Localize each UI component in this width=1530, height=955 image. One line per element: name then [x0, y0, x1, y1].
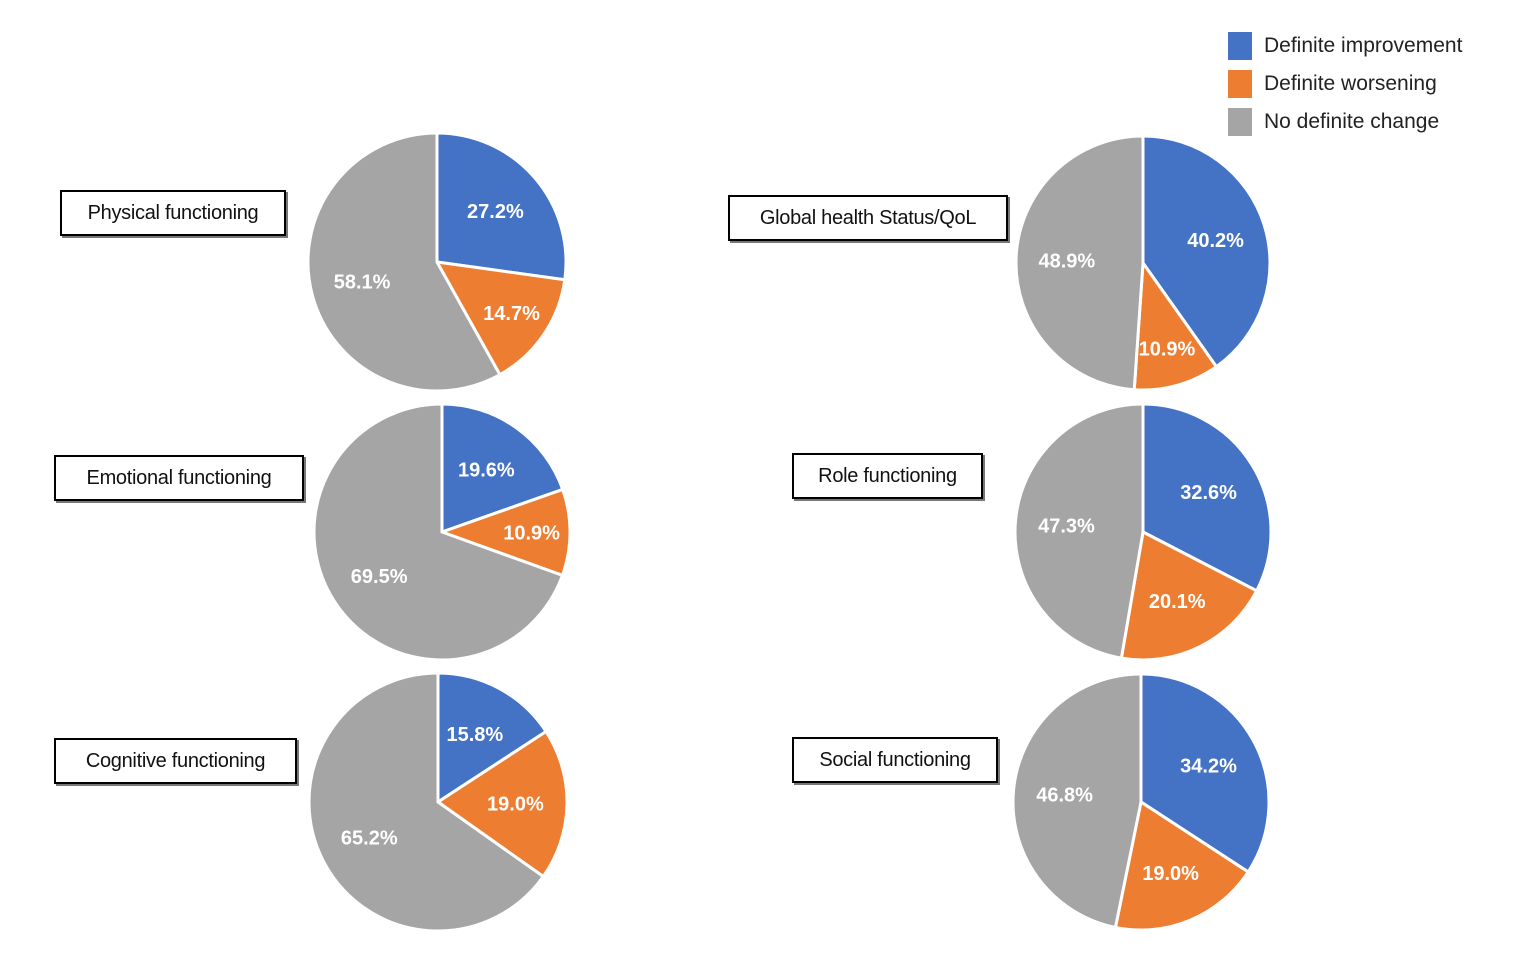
pie-slice-no-change: [307, 671, 546, 933]
pie-title-role: Role functioning: [792, 453, 983, 499]
pie-title-global-health: Global health Status/QoL: [728, 195, 1008, 241]
pie-slice-worsening: [434, 260, 567, 377]
pie-title-emotional: Emotional functioning: [54, 455, 304, 501]
legend-item-improvement: Definite improvement: [1228, 27, 1462, 65]
pie-cognitive-functioning: 15.8% 19.0% 65.2%: [307, 671, 569, 933]
legend-swatch: [1228, 108, 1252, 136]
legend-swatch: [1228, 32, 1252, 60]
data-label-improvement: 27.2%: [467, 201, 524, 223]
pie-title-physical: Physical functioning: [60, 190, 286, 236]
pie-global-health-status-qol: 40.2% 10.9% 48.9%: [1014, 134, 1272, 392]
legend-item-no-change: No definite change: [1228, 103, 1462, 141]
data-label-no-change: 46.8%: [1036, 784, 1093, 806]
data-label-worsening: 19.0%: [1142, 863, 1199, 885]
data-label-improvement: 19.6%: [458, 459, 515, 481]
data-label-improvement: 34.2%: [1180, 755, 1237, 777]
data-label-worsening: 14.7%: [483, 303, 540, 325]
pie-slice-worsening: [1113, 799, 1251, 932]
data-label-no-change: 65.2%: [341, 828, 398, 850]
pie-title-social: Social functioning: [792, 737, 998, 783]
pie-slice-worsening: [437, 487, 572, 578]
legend-label: No definite change: [1264, 110, 1440, 133]
pie-slice-worsening: [1132, 258, 1219, 392]
legend-label: Definite worsening: [1264, 72, 1437, 95]
legend-swatch: [1228, 70, 1252, 98]
pie-slice-no-change: [1013, 402, 1145, 660]
data-label-improvement: 32.6%: [1180, 482, 1237, 504]
pie-role-functioning: 32.6% 20.1% 47.3%: [1013, 402, 1273, 662]
pie-emotional-functioning: 19.6% 10.9% 69.5%: [312, 402, 572, 662]
pie-slice-no-change: [1014, 134, 1145, 392]
data-label-worsening: 10.9%: [503, 522, 560, 544]
data-label-worsening: 20.1%: [1149, 591, 1206, 613]
data-label-no-change: 69.5%: [351, 566, 408, 588]
data-label-no-change: 48.9%: [1038, 250, 1095, 272]
pie-slice-no-change: [312, 402, 565, 662]
pie-slice-worsening: [1119, 529, 1259, 662]
legend-label: Definite improvement: [1264, 34, 1463, 57]
data-label-worsening: 10.9%: [1139, 339, 1196, 361]
legend: Definite improvement Definite worsening …: [1228, 27, 1462, 141]
pie-slice-no-change: [1011, 672, 1143, 930]
pie-slice-improvement: [436, 671, 549, 805]
pie-slice-improvement: [1141, 134, 1272, 369]
data-label-no-change: 47.3%: [1038, 515, 1095, 537]
legend-item-worsening: Definite worsening: [1228, 65, 1462, 103]
pie-slice-improvement: [1141, 402, 1273, 593]
data-label-no-change: 58.1%: [334, 271, 391, 293]
pie-social-functioning: 34.2% 19.0% 46.8%: [1011, 672, 1271, 932]
pie-title-cognitive: Cognitive functioning: [54, 738, 297, 784]
data-label-improvement: 40.2%: [1187, 230, 1244, 252]
pie-slice-worsening: [435, 729, 569, 879]
pie-slice-improvement: [435, 131, 568, 282]
data-label-improvement: 15.8%: [447, 724, 504, 746]
pie-physical-functioning: 27.2% 14.7% 58.1%: [306, 131, 568, 393]
data-label-worsening: 19.0%: [487, 793, 544, 815]
pie-slice-no-change: [306, 131, 502, 393]
